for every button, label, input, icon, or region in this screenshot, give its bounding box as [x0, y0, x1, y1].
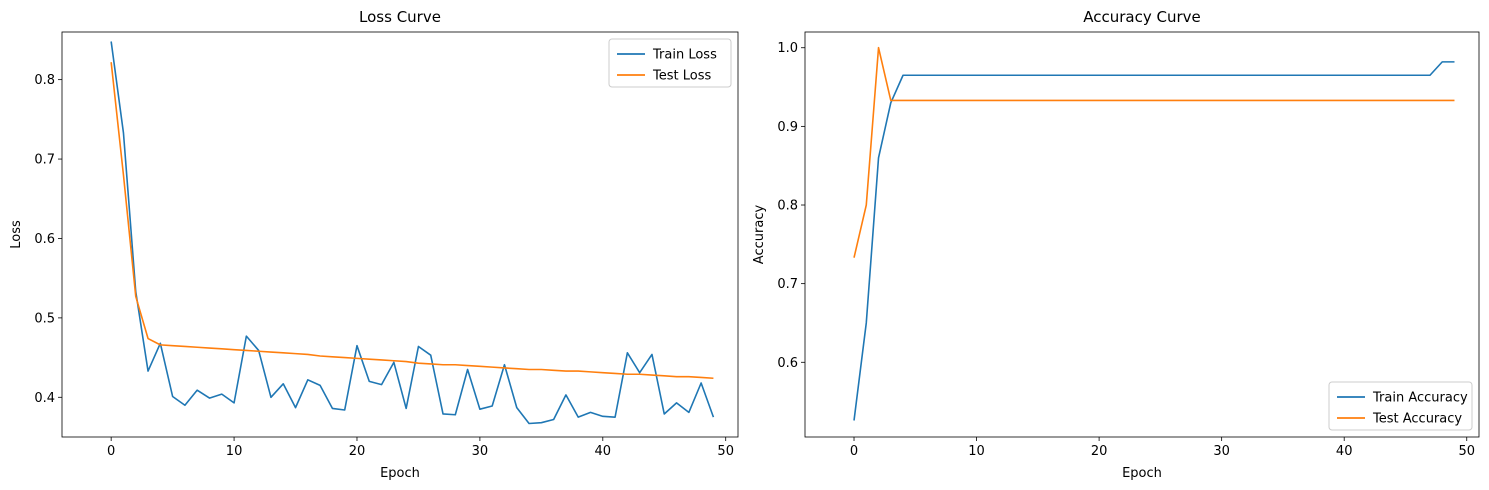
- x-tick-label: 0: [850, 444, 858, 459]
- y-tick-label: 0.6: [34, 232, 55, 247]
- x-tick-label: 20: [349, 444, 366, 459]
- x-tick-label: 20: [1091, 444, 1108, 459]
- legend-label: Train Accuracy: [1372, 391, 1468, 406]
- x-tick-label: 40: [1336, 444, 1353, 459]
- x-tick-label: 30: [1213, 444, 1230, 459]
- y-tick-label: 0.9: [777, 120, 798, 135]
- plot-frame: [804, 31, 1480, 438]
- accuracy-chart: Accuracy Curve 0 10 20 30 40 50 0.6 0.7 0.8 0.9 1.0…: [752, 8, 1480, 481]
- y-tick-label: 0.8: [777, 199, 798, 214]
- x-axis-label: Epoch: [380, 466, 420, 481]
- x-tick-label: 50: [717, 444, 734, 459]
- x-tick-label: 40: [595, 444, 612, 459]
- y-tick-label: 0.8: [34, 73, 55, 88]
- legend-label: Test Accuracy: [1372, 412, 1462, 427]
- y-axis-label: Accuracy: [752, 205, 767, 265]
- legend-label: Train Loss: [652, 48, 717, 63]
- chart-title: Loss Curve: [359, 8, 441, 26]
- x-tick-label: 50: [1458, 444, 1475, 459]
- series-line-train-loss: [110, 41, 715, 425]
- x-tick-label: 30: [472, 444, 489, 459]
- legend: Train Loss Test Loss: [608, 38, 732, 88]
- y-tick-label: 0.5: [34, 311, 55, 326]
- y-tick-label: 0.7: [34, 153, 55, 168]
- chart-title: Accuracy Curve: [1083, 8, 1201, 26]
- y-tick-label: 1.0: [777, 41, 798, 56]
- y-tick-label: 0.6: [777, 356, 798, 371]
- loss-chart: Loss Curve 0 10 20 30 40 50 0.4 0.5 0.6 0.7 0.8 Epoc…: [9, 8, 739, 481]
- series-line-test-loss: [110, 62, 714, 380]
- legend: Train Accuracy Test Accuracy: [1328, 381, 1473, 431]
- x-tick-label: 10: [968, 444, 985, 459]
- x-tick-label: 10: [226, 444, 243, 459]
- y-axis-label: Loss: [9, 220, 24, 249]
- series-line-test-accuracy: [853, 46, 1455, 258]
- series-line-train-accuracy: [853, 61, 1455, 421]
- y-tick-label: 0.7: [777, 277, 798, 292]
- legend-label: Test Loss: [652, 69, 711, 84]
- x-tick-label: 0: [107, 444, 115, 459]
- plot-frame: [61, 31, 739, 438]
- x-axis-label: Epoch: [1122, 466, 1162, 481]
- y-tick-label: 0.4: [34, 391, 55, 406]
